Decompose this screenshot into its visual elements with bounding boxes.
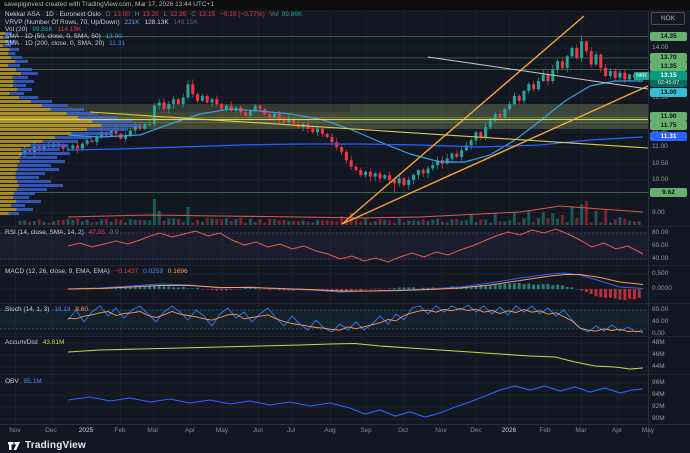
high-label: H [134, 11, 140, 18]
price-level-badge: 14.35 [650, 32, 687, 41]
brand-text: TradingView [25, 440, 86, 451]
time-axis[interactable]: Nov Dec 2025 Feb Mar Apr May Jun Jul Aug Sep Oct Nov… [0, 424, 690, 438]
price-level-badge: 9.62 [650, 188, 687, 197]
vrvp-legend[interactable]: VRVP (Number Of Rows, 70, Up/Down) 221K … [5, 18, 198, 26]
price-level-badge: 11.31 [650, 132, 687, 141]
rsi-legend[interactable]: RSI (14, close, SMA, 14, 2) 47.05 0 0 [5, 229, 119, 236]
bar-countdown: 02:45:07 [650, 80, 687, 87]
time-label: 2025 [78, 427, 94, 434]
time-label: Jun [252, 427, 264, 434]
pane-tick: 0.00 [652, 330, 665, 337]
pane-tick: 44M [652, 363, 665, 370]
time-label: Aug [324, 427, 336, 434]
pane-tick: 92M [652, 403, 665, 410]
macd-legend[interactable]: MACD (12, 26, close, 9, EMA, EMA) −0.143… [5, 267, 188, 275]
pane-tick: 60.00 [652, 242, 669, 249]
price-tick: 11.00 [652, 143, 668, 150]
tradingview-logo-icon[interactable] [7, 439, 21, 453]
time-label: Dec [470, 427, 482, 434]
volume-value: 99.86K [281, 11, 303, 18]
time-label: Feb [539, 427, 551, 434]
last-price-badge: NKR 13.15 02:45:07 [634, 71, 687, 87]
price-level-badge: 13.00 [650, 88, 687, 97]
pane-tick: 94M [652, 391, 665, 398]
low-label: L [163, 11, 168, 18]
price-level-badge: 11.90 [650, 112, 687, 121]
time-label: Feb [114, 427, 126, 434]
pane-tick: 46M [652, 351, 665, 358]
close-label: C [191, 11, 196, 18]
titlebar: savepiginvest created with TradingView.c… [0, 0, 690, 10]
pane-tick: 40.00 [652, 318, 669, 325]
bottom-bar: TradingView [0, 438, 690, 453]
price-tick: 10.50 [652, 159, 669, 167]
price-level-badge: 13.70 [650, 53, 687, 62]
price-axis[interactable]: NOK 14.0013.5012.5011.5011.0010.5010.009… [634, 12, 690, 438]
last-price-value: 13.15 [650, 71, 687, 80]
pane-tick: 48M [652, 339, 665, 346]
price-tick: 11.50 [652, 126, 668, 134]
pane-tick: 80.00 [652, 229, 669, 236]
time-label: Apr [611, 427, 623, 434]
time-label: Nov [435, 427, 447, 434]
obv-legend[interactable]: OBV 95.1M [5, 377, 42, 385]
sma50-legend[interactable]: SMA · 1D (50, close, 0, SMA, 50) 13.00 [5, 33, 122, 40]
pane-tick: 80.00 [652, 306, 669, 313]
price-tick: 12.50 [652, 93, 669, 101]
price-tick: 9.00 [652, 209, 665, 216]
time-label: Jul [286, 427, 296, 434]
price-level-badge: 11.75 [650, 121, 687, 130]
time-label: Sep [360, 427, 372, 434]
pane-tick: 96M [652, 379, 665, 386]
price-tick: 10.00 [652, 176, 669, 183]
pane-tick: 90M [652, 415, 665, 422]
ticker-tag: NKR [634, 72, 649, 80]
sma200-legend[interactable]: SMA · 1D (200, close, 0, SMA, 20) 11.31 [5, 40, 125, 47]
pane-tick: 40.00 [652, 255, 669, 262]
time-label: May [641, 427, 655, 434]
time-label: May [215, 427, 229, 434]
symbol-title: Nekkar ASA · 1D · Euronext Oslo [5, 11, 101, 18]
currency-button[interactable]: NOK [651, 12, 685, 25]
high-value: 13.20 [142, 11, 159, 18]
stoch-legend[interactable]: Stoch (14, 1, 3) 16.13 8.60 [5, 305, 89, 313]
price-tick: 14.00 [652, 44, 669, 51]
time-label: Mar [575, 427, 587, 434]
volume-label: Vol [269, 11, 279, 18]
time-label: 2026 [501, 427, 517, 434]
time-label: Apr [184, 427, 196, 434]
time-label: Mar [147, 427, 159, 434]
time-label: Nov [9, 427, 21, 434]
time-label: Dec [45, 427, 57, 434]
volume-ma-legend[interactable]: Vol (20) 99.86K 114.19K [5, 26, 82, 33]
close-value: 13.15 [198, 11, 216, 18]
open-label: O [105, 11, 111, 18]
titlebar-text: savepiginvest created with TradingView.c… [4, 1, 214, 8]
symbol-legend[interactable]: Nekkar ASA · 1D · Euronext Oslo O 13.00 H… [5, 11, 305, 18]
pane-tick: 0.500 [652, 270, 669, 277]
accum-dist-legend[interactable]: Accum/Dist 43.61M [5, 338, 65, 346]
change-value: −0.10 (−0.77%) [220, 11, 265, 18]
open-value: 13.00 [113, 11, 130, 18]
pane-tick: 0.0000 [652, 285, 672, 292]
low-value: 12.95 [170, 11, 187, 18]
price-level-badge: 13.35 [650, 62, 687, 71]
time-label: Oct [397, 427, 409, 434]
